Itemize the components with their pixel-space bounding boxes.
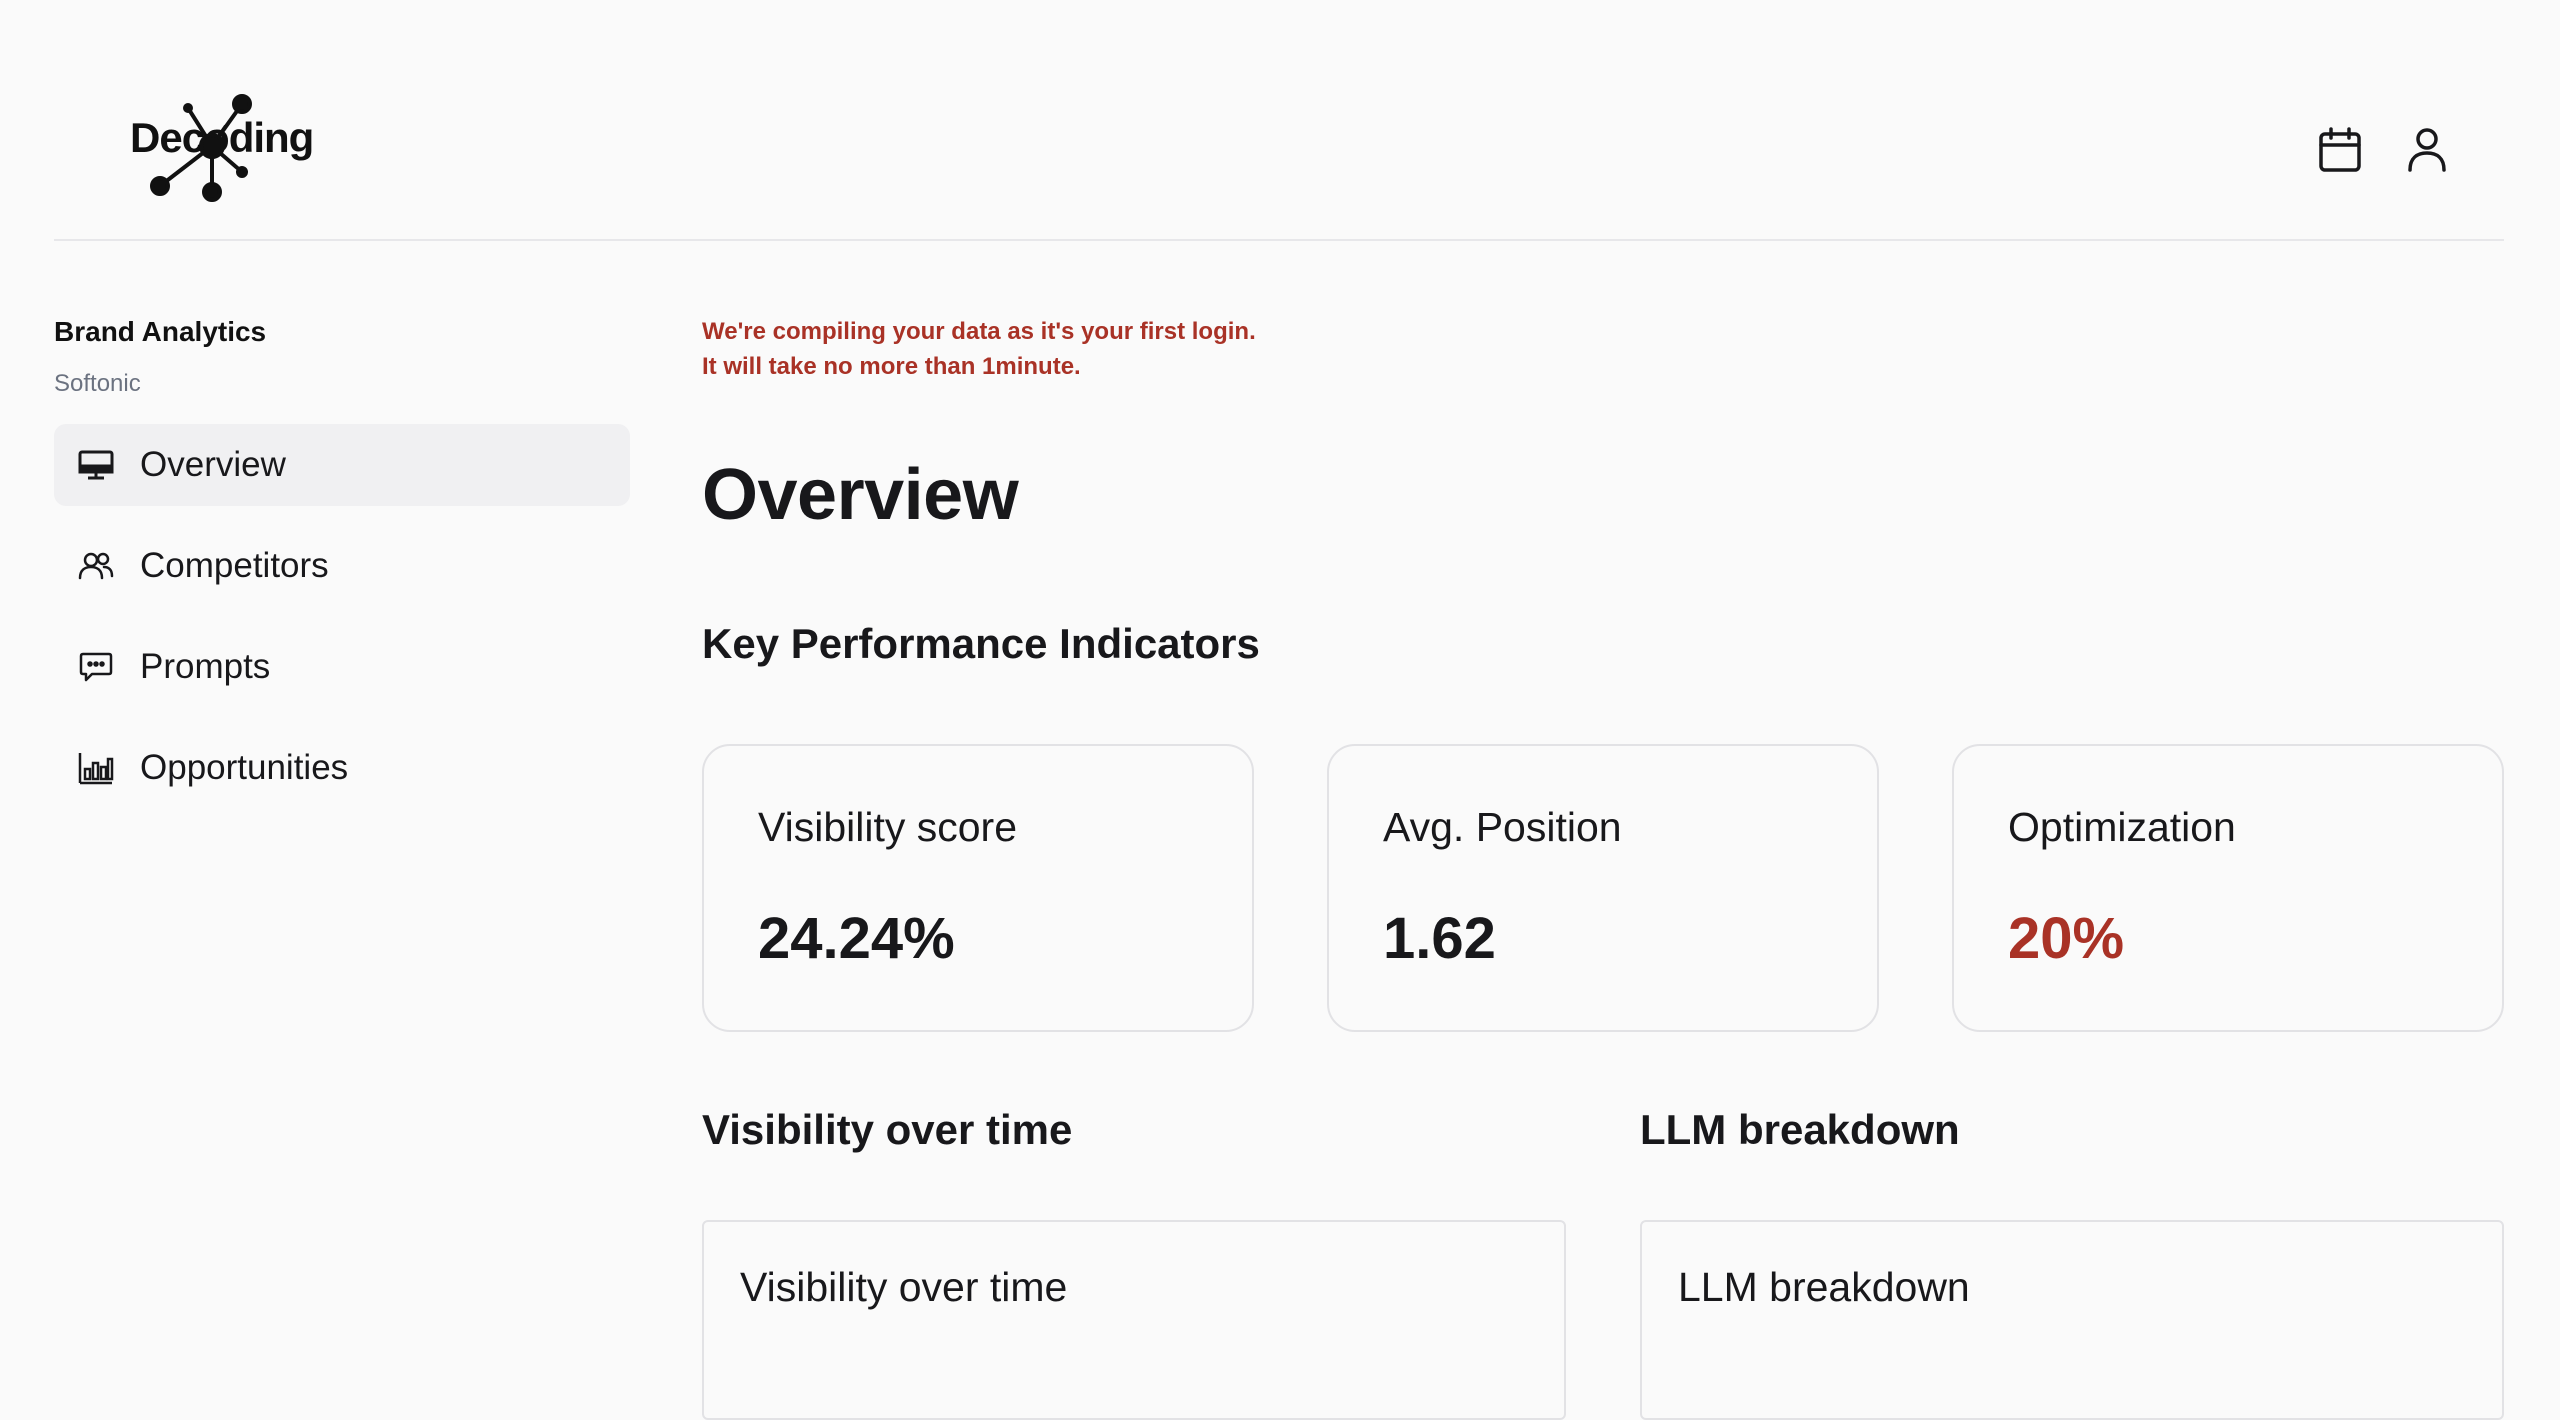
sidebar-item-opportunities[interactable]: Opportunities bbox=[54, 727, 630, 809]
sidebar-item-overview[interactable]: Overview bbox=[54, 424, 630, 506]
kpi-value: 24.24% bbox=[758, 906, 955, 971]
first-login-notice: We're compiling your data as it's your f… bbox=[702, 314, 2504, 384]
section-heading: LLM breakdown bbox=[1640, 1106, 1960, 1153]
calendar-icon[interactable] bbox=[2310, 120, 2370, 180]
sidebar-item-label: Overview bbox=[140, 445, 286, 484]
sidebar-item-label: Competitors bbox=[140, 546, 329, 585]
sidebar-title: Brand Analytics bbox=[54, 316, 267, 347]
top-header: Decoding bbox=[54, 0, 2504, 241]
charts-row: Visibility over time Visibility over tim… bbox=[702, 1106, 2504, 1420]
sidebar-item-label: Opportunities bbox=[140, 748, 349, 787]
notice-line-2: It will take no more than 1minute. bbox=[702, 353, 1081, 380]
sidebar: Brand Analytics Softonic Overview bbox=[54, 300, 630, 828]
kpi-label: Avg. Position bbox=[1383, 804, 1622, 850]
card-title: LLM breakdown bbox=[1678, 1264, 1970, 1310]
page-title: Overview bbox=[702, 455, 1019, 535]
section-heading: Visibility over time bbox=[702, 1106, 1073, 1153]
kpi-card-visibility: Visibility score 24.24% bbox=[702, 744, 1254, 1032]
sidebar-item-prompts[interactable]: Prompts bbox=[54, 626, 630, 708]
sidebar-item-competitors[interactable]: Competitors bbox=[54, 525, 630, 607]
users-icon bbox=[76, 546, 116, 586]
sidebar-subtitle: Softonic bbox=[54, 370, 141, 397]
llm-breakdown-section: LLM breakdown LLM breakdown bbox=[1640, 1106, 2504, 1420]
sidebar-item-label: Prompts bbox=[140, 647, 271, 686]
bar-chart-icon bbox=[76, 748, 116, 788]
kpi-value: 1.62 bbox=[1383, 906, 1496, 971]
kpi-value: 20% bbox=[2008, 906, 2125, 971]
kpi-section-title: Key Performance Indicators bbox=[702, 620, 1260, 667]
main-content: We're compiling your data as it's your f… bbox=[702, 300, 2504, 1420]
kpi-card-avg-position: Avg. Position 1.62 bbox=[1327, 744, 1879, 1032]
sidebar-nav: Overview Competitors bbox=[54, 424, 630, 809]
kpi-row: Visibility score 24.24% Avg. Position 1.… bbox=[702, 744, 2504, 1032]
kpi-label: Optimization bbox=[2008, 804, 2236, 850]
user-icon[interactable] bbox=[2397, 120, 2457, 180]
monitor-icon bbox=[76, 445, 116, 485]
notice-line-1: We're compiling your data as it's your f… bbox=[702, 318, 1256, 345]
card-title: Visibility over time bbox=[740, 1264, 1068, 1310]
logo-network-icon bbox=[150, 94, 252, 202]
chat-icon bbox=[76, 647, 116, 687]
kpi-card-optimization: Optimization 20% bbox=[1952, 744, 2504, 1032]
kpi-label: Visibility score bbox=[758, 804, 1017, 850]
decoding-logo[interactable]: Decoding bbox=[130, 88, 320, 208]
visibility-over-time-section: Visibility over time Visibility over tim… bbox=[702, 1106, 1566, 1420]
llm-breakdown-card: LLM breakdown bbox=[1640, 1220, 2504, 1420]
visibility-over-time-card: Visibility over time bbox=[702, 1220, 1566, 1420]
